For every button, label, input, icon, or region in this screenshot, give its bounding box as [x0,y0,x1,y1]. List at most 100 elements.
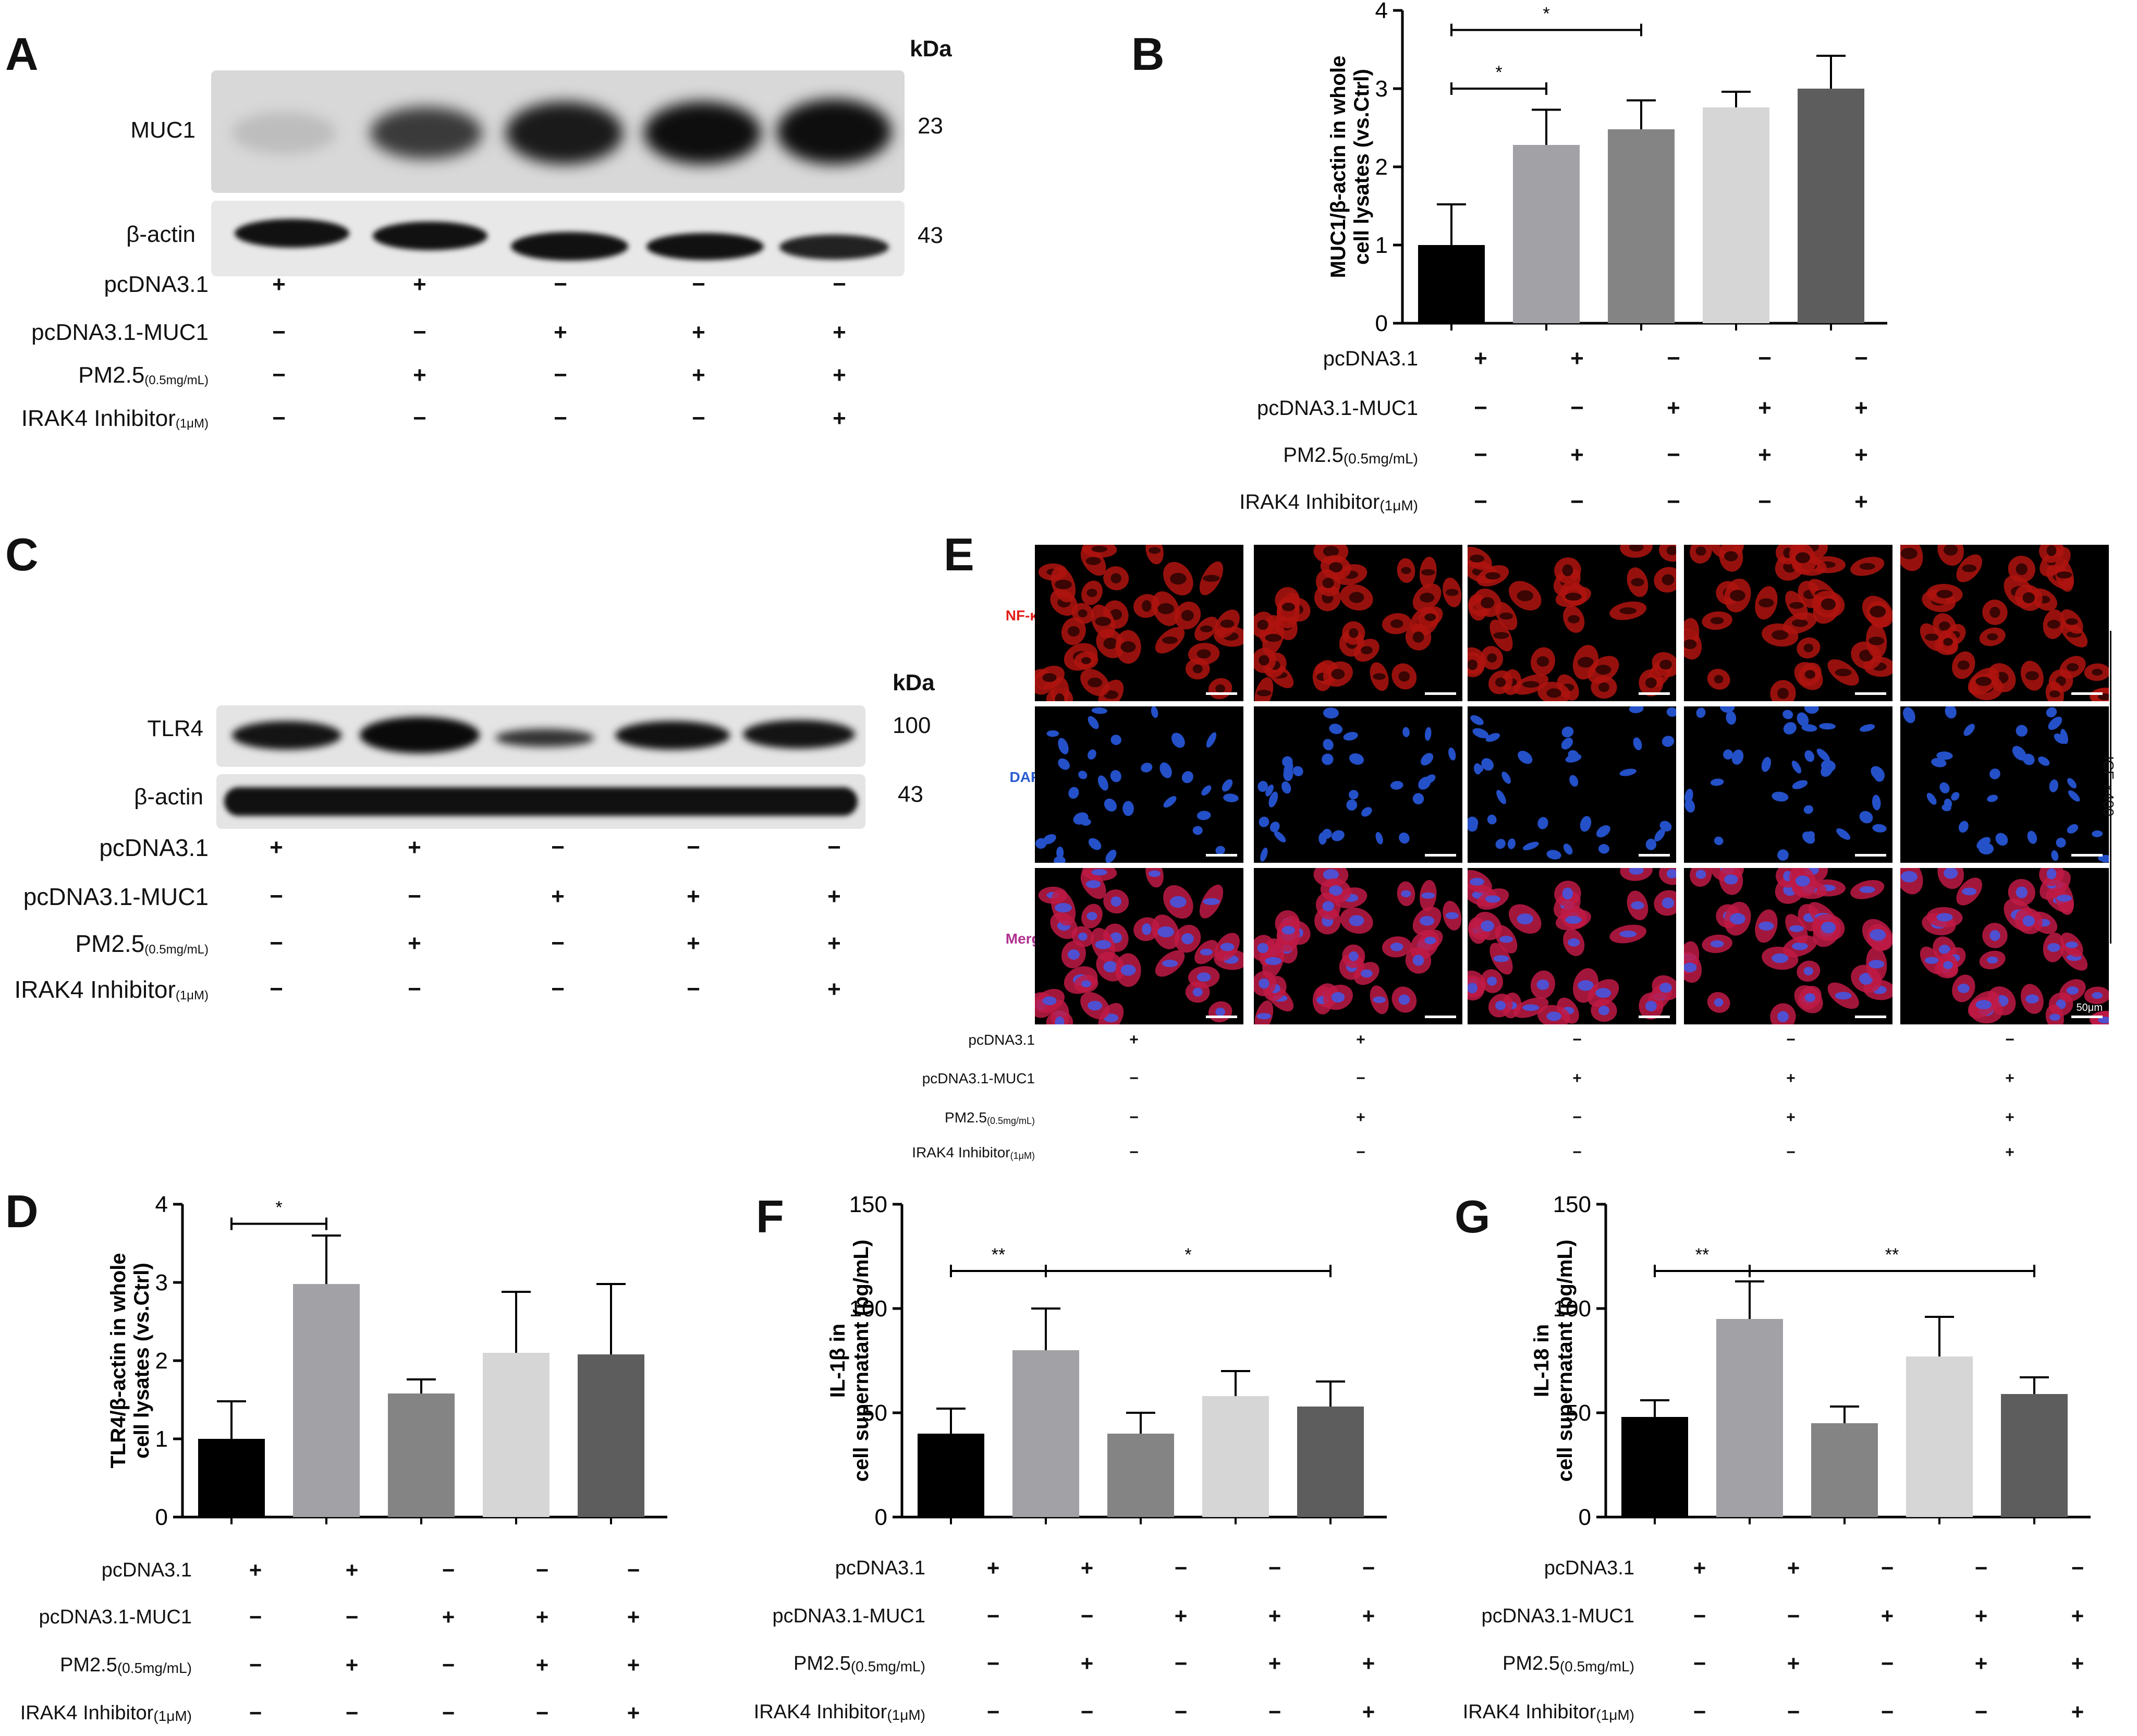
condition-symbol: − [413,405,426,431]
if-image-panel [1254,706,1462,863]
panel-label-d: D [5,1185,39,1237]
bar [1608,129,1675,323]
y-tick-label: 50 [1566,1400,1591,1426]
condition-symbol: + [1786,1069,1796,1087]
if-image-panel [1900,706,2109,863]
condition-symbol: − [1758,345,1772,371]
condition-symbol: + [692,362,705,388]
y-tick-label: 3 [155,1270,168,1295]
condition-symbol: − [1474,442,1487,468]
if-image-panel [1468,706,1676,863]
condition-label: pcDNA3.1 [835,1557,925,1580]
if-magnification-label: ICF ×400 [2101,756,2117,816]
condition-symbol: − [1268,1555,1281,1580]
y-tick-label: 2 [155,1348,168,1374]
y-tick-label: 0 [1375,311,1388,336]
scale-bar [1206,854,1237,857]
scale-bar [1425,854,1456,857]
condition-symbol: − [442,1557,455,1582]
significance-label: ** [992,1245,1005,1265]
condition-symbol: − [1667,488,1680,515]
condition-label: IRAK4 Inhibitor(1μM) [1239,491,1418,514]
condition-symbol: + [627,1700,640,1725]
condition-symbol: − [1667,345,1680,371]
if-image-panel [1254,868,1462,1024]
condition-symbol: + [687,930,700,956]
condition-symbol: − [270,976,283,1002]
bar [388,1393,455,1517]
y-tick-label: 0 [1579,1505,1591,1530]
if-image-panel [1900,545,2109,701]
condition-symbol: + [535,1604,549,1629]
bar [1716,1319,1783,1517]
condition-symbol: − [1693,1699,1706,1724]
y-tick-label: 150 [1553,1194,1591,1217]
condition-symbol: − [1129,1108,1139,1126]
condition-symbol: + [408,930,421,956]
condition-symbol: + [827,930,841,956]
condition-symbol: + [551,883,565,909]
if-image-panel [1254,545,1462,701]
condition-symbol: − [2005,1031,2014,1048]
condition-symbol: − [535,1557,549,1582]
condition-symbol: + [345,1652,359,1677]
condition-label: IRAK4 Inhibitor(1μM) [1462,1701,1634,1723]
blot-row-actin: β-actin [134,784,203,810]
condition-symbol: + [408,834,421,860]
condition-symbol: + [827,883,841,909]
scale-bar [1425,1016,1456,1018]
condition-symbol: + [1880,1603,1894,1628]
condition-symbol: − [1080,1603,1094,1628]
condition-symbol: + [833,319,846,345]
condition-symbol: + [1129,1031,1139,1048]
y-tick-label: 1 [155,1426,168,1452]
condition-symbol: − [1880,1699,1894,1724]
condition-symbol: + [1356,1031,1365,1048]
condition-symbol: + [1572,1069,1582,1087]
condition-label: pcDNA3.1-MUC1 [1257,397,1418,420]
panel-label-a: A [5,28,39,80]
if-bracket [2110,631,2111,944]
blot-row-tlr4: TLR4 [147,716,203,741]
condition-symbol: + [833,405,846,431]
y-tick-label: 100 [1553,1296,1591,1322]
bar [1798,89,1864,323]
scale-bar [1206,1016,1237,1018]
scale-bar [1206,692,1237,695]
condition-symbol: + [249,1557,262,1582]
y-axis-label: cell lysates (vs.Ctrl) [1350,69,1373,265]
condition-symbol: − [1974,1699,1988,1724]
condition-symbol: − [272,319,286,345]
condition-label: PM2.5(0.5mg/mL) [793,1653,925,1675]
condition-symbol: + [1570,442,1584,468]
scale-bar [1639,692,1670,695]
condition-symbol: − [1787,1699,1800,1724]
significance-label: ** [1885,1245,1899,1265]
bar [1107,1434,1174,1517]
bar [198,1439,265,1517]
condition-symbol: − [687,834,700,860]
scale-bar [1639,854,1670,857]
significance-label: * [1495,63,1502,82]
condition-symbol: + [272,271,286,297]
blot-image-tlr4 [216,705,865,767]
condition-symbol: + [1787,1555,1800,1580]
bar [1297,1407,1364,1517]
condition-symbol: − [535,1700,549,1725]
condition-symbol: − [1572,1031,1582,1048]
condition-label: pcDNA3.1 [99,834,209,861]
condition-symbol: + [442,1604,455,1629]
condition-symbol: − [554,362,567,388]
if-image-panel [1684,706,1892,863]
condition-symbol: + [692,319,705,345]
condition-symbol: − [1693,1651,1706,1676]
panel-label-f: F [756,1191,784,1242]
condition-symbol: − [1854,345,1868,371]
scale-bar [1855,1016,1886,1018]
scale-bar-label: 50μm [2076,1002,2103,1013]
condition-symbol: + [1854,395,1868,421]
bar [1418,245,1485,323]
condition-symbol: − [687,976,700,1002]
scale-bar [2071,692,2103,695]
scale-bar [2071,854,2103,857]
